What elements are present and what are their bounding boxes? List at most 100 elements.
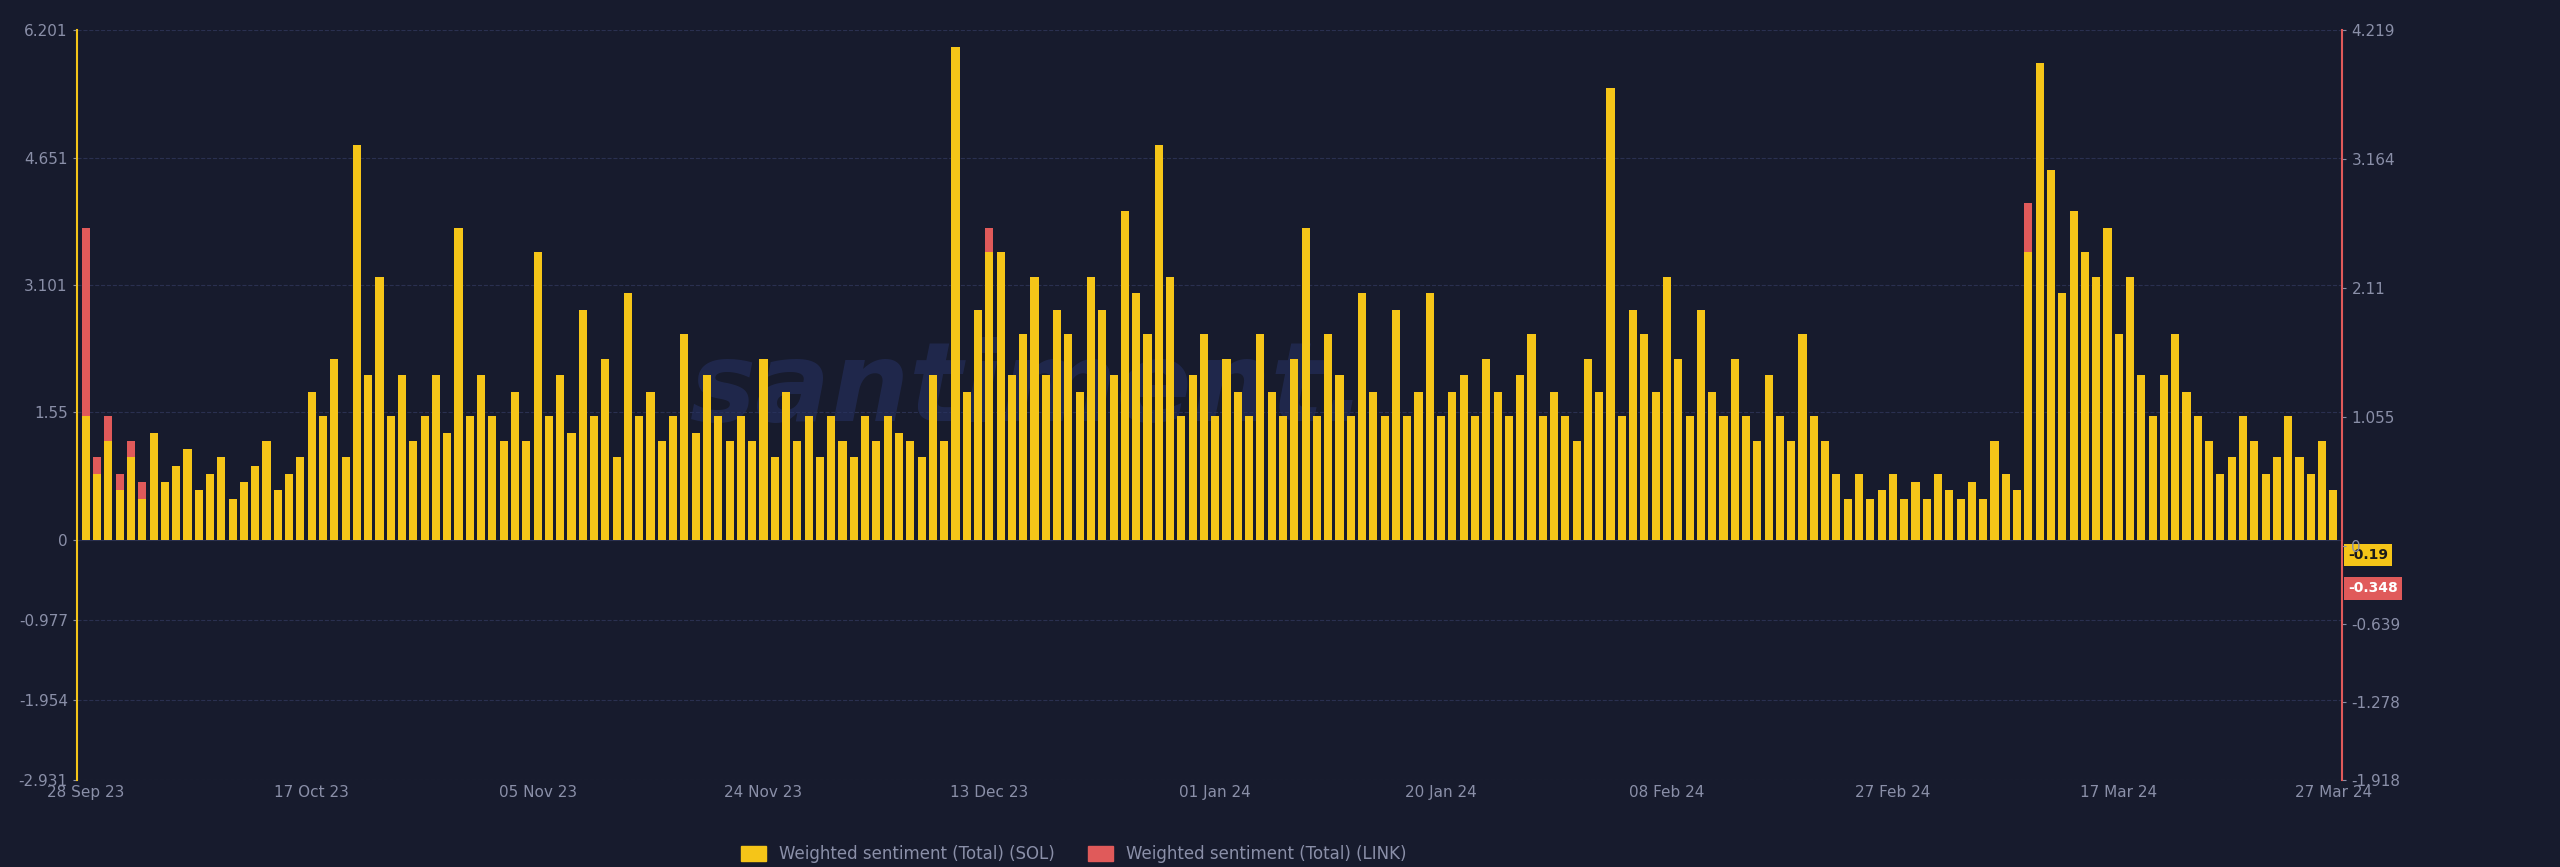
Bar	[499, 441, 507, 539]
Bar	[781, 416, 791, 539]
Bar	[1956, 499, 1964, 539]
Bar	[364, 416, 371, 539]
Bar	[1009, 416, 1016, 539]
Bar	[1300, 227, 1311, 539]
Bar	[704, 416, 712, 539]
Bar	[1787, 458, 1795, 539]
Bar	[704, 375, 712, 539]
Bar	[2317, 441, 2327, 539]
Bar	[1224, 392, 1231, 539]
Bar	[724, 458, 735, 539]
Bar	[1492, 416, 1503, 539]
Bar	[1426, 335, 1434, 539]
Bar	[297, 458, 305, 539]
Bar	[2284, 441, 2291, 539]
Bar	[873, 441, 881, 539]
Bar	[205, 482, 215, 539]
Bar	[883, 416, 891, 539]
Bar	[2058, 293, 2066, 539]
Bar	[1280, 416, 1288, 539]
Bar	[986, 227, 993, 539]
Bar	[433, 416, 440, 539]
Bar	[1188, 375, 1196, 539]
Bar	[1608, 88, 1615, 539]
Bar	[940, 441, 947, 539]
Bar	[2138, 375, 2145, 539]
Bar	[1234, 416, 1242, 539]
Bar	[2115, 375, 2122, 539]
Bar	[952, 47, 960, 539]
Bar	[1042, 416, 1050, 539]
Bar	[2035, 227, 2043, 539]
Bar	[1618, 441, 1626, 539]
Bar	[771, 458, 778, 539]
Bar	[1856, 474, 1864, 539]
Bar	[579, 359, 586, 539]
Bar	[387, 441, 394, 539]
Bar	[1585, 359, 1592, 539]
Bar	[512, 416, 520, 539]
Bar	[1032, 335, 1039, 539]
Bar	[330, 359, 338, 539]
Bar	[1347, 441, 1354, 539]
Bar	[1651, 416, 1659, 539]
Bar	[568, 433, 576, 539]
Bar	[228, 499, 236, 539]
Bar	[1492, 392, 1503, 539]
Bar	[82, 227, 90, 539]
Bar	[1403, 441, 1411, 539]
Bar	[128, 441, 136, 539]
Bar	[92, 474, 102, 539]
Bar	[433, 375, 440, 539]
Bar	[1516, 416, 1523, 539]
Bar	[410, 458, 417, 539]
Bar	[274, 499, 282, 539]
Bar	[1585, 392, 1592, 539]
Bar	[2227, 474, 2235, 539]
Bar	[556, 416, 563, 539]
Bar	[1664, 335, 1672, 539]
Bar	[1528, 335, 1536, 539]
Bar	[850, 474, 858, 539]
Bar	[1912, 491, 1920, 539]
Bar	[2092, 335, 2099, 539]
Bar	[1436, 441, 1446, 539]
Bar	[1876, 491, 1887, 539]
Bar	[1088, 335, 1096, 539]
Bar	[1098, 359, 1106, 539]
Bar	[2012, 491, 2022, 539]
Bar	[115, 474, 123, 539]
Bar	[2240, 416, 2248, 539]
Bar	[1923, 499, 1930, 539]
Bar	[376, 277, 384, 539]
Bar	[1052, 310, 1062, 539]
Bar	[1009, 375, 1016, 539]
Bar	[2250, 458, 2258, 539]
Bar	[2002, 474, 2010, 539]
Bar	[195, 499, 202, 539]
Bar	[1595, 416, 1603, 539]
Bar	[82, 227, 90, 416]
Bar	[860, 416, 870, 539]
Bar	[1132, 335, 1139, 539]
Bar	[1300, 293, 1311, 539]
Bar	[2081, 252, 2089, 539]
Bar	[1651, 392, 1659, 539]
Bar	[1267, 416, 1275, 539]
Bar	[929, 416, 937, 539]
Bar	[2161, 375, 2168, 539]
Bar	[1019, 335, 1027, 539]
Bar	[1843, 499, 1851, 539]
Bar	[2115, 335, 2122, 539]
Bar	[1244, 416, 1254, 539]
Bar	[1436, 416, 1446, 539]
Bar	[420, 416, 428, 539]
Bar	[1211, 441, 1219, 539]
Bar	[1549, 392, 1559, 539]
Bar	[1178, 441, 1185, 539]
Bar	[1280, 441, 1288, 539]
Bar	[1144, 375, 1152, 539]
Bar	[691, 433, 699, 539]
Bar	[1211, 416, 1219, 539]
Bar	[161, 482, 169, 539]
